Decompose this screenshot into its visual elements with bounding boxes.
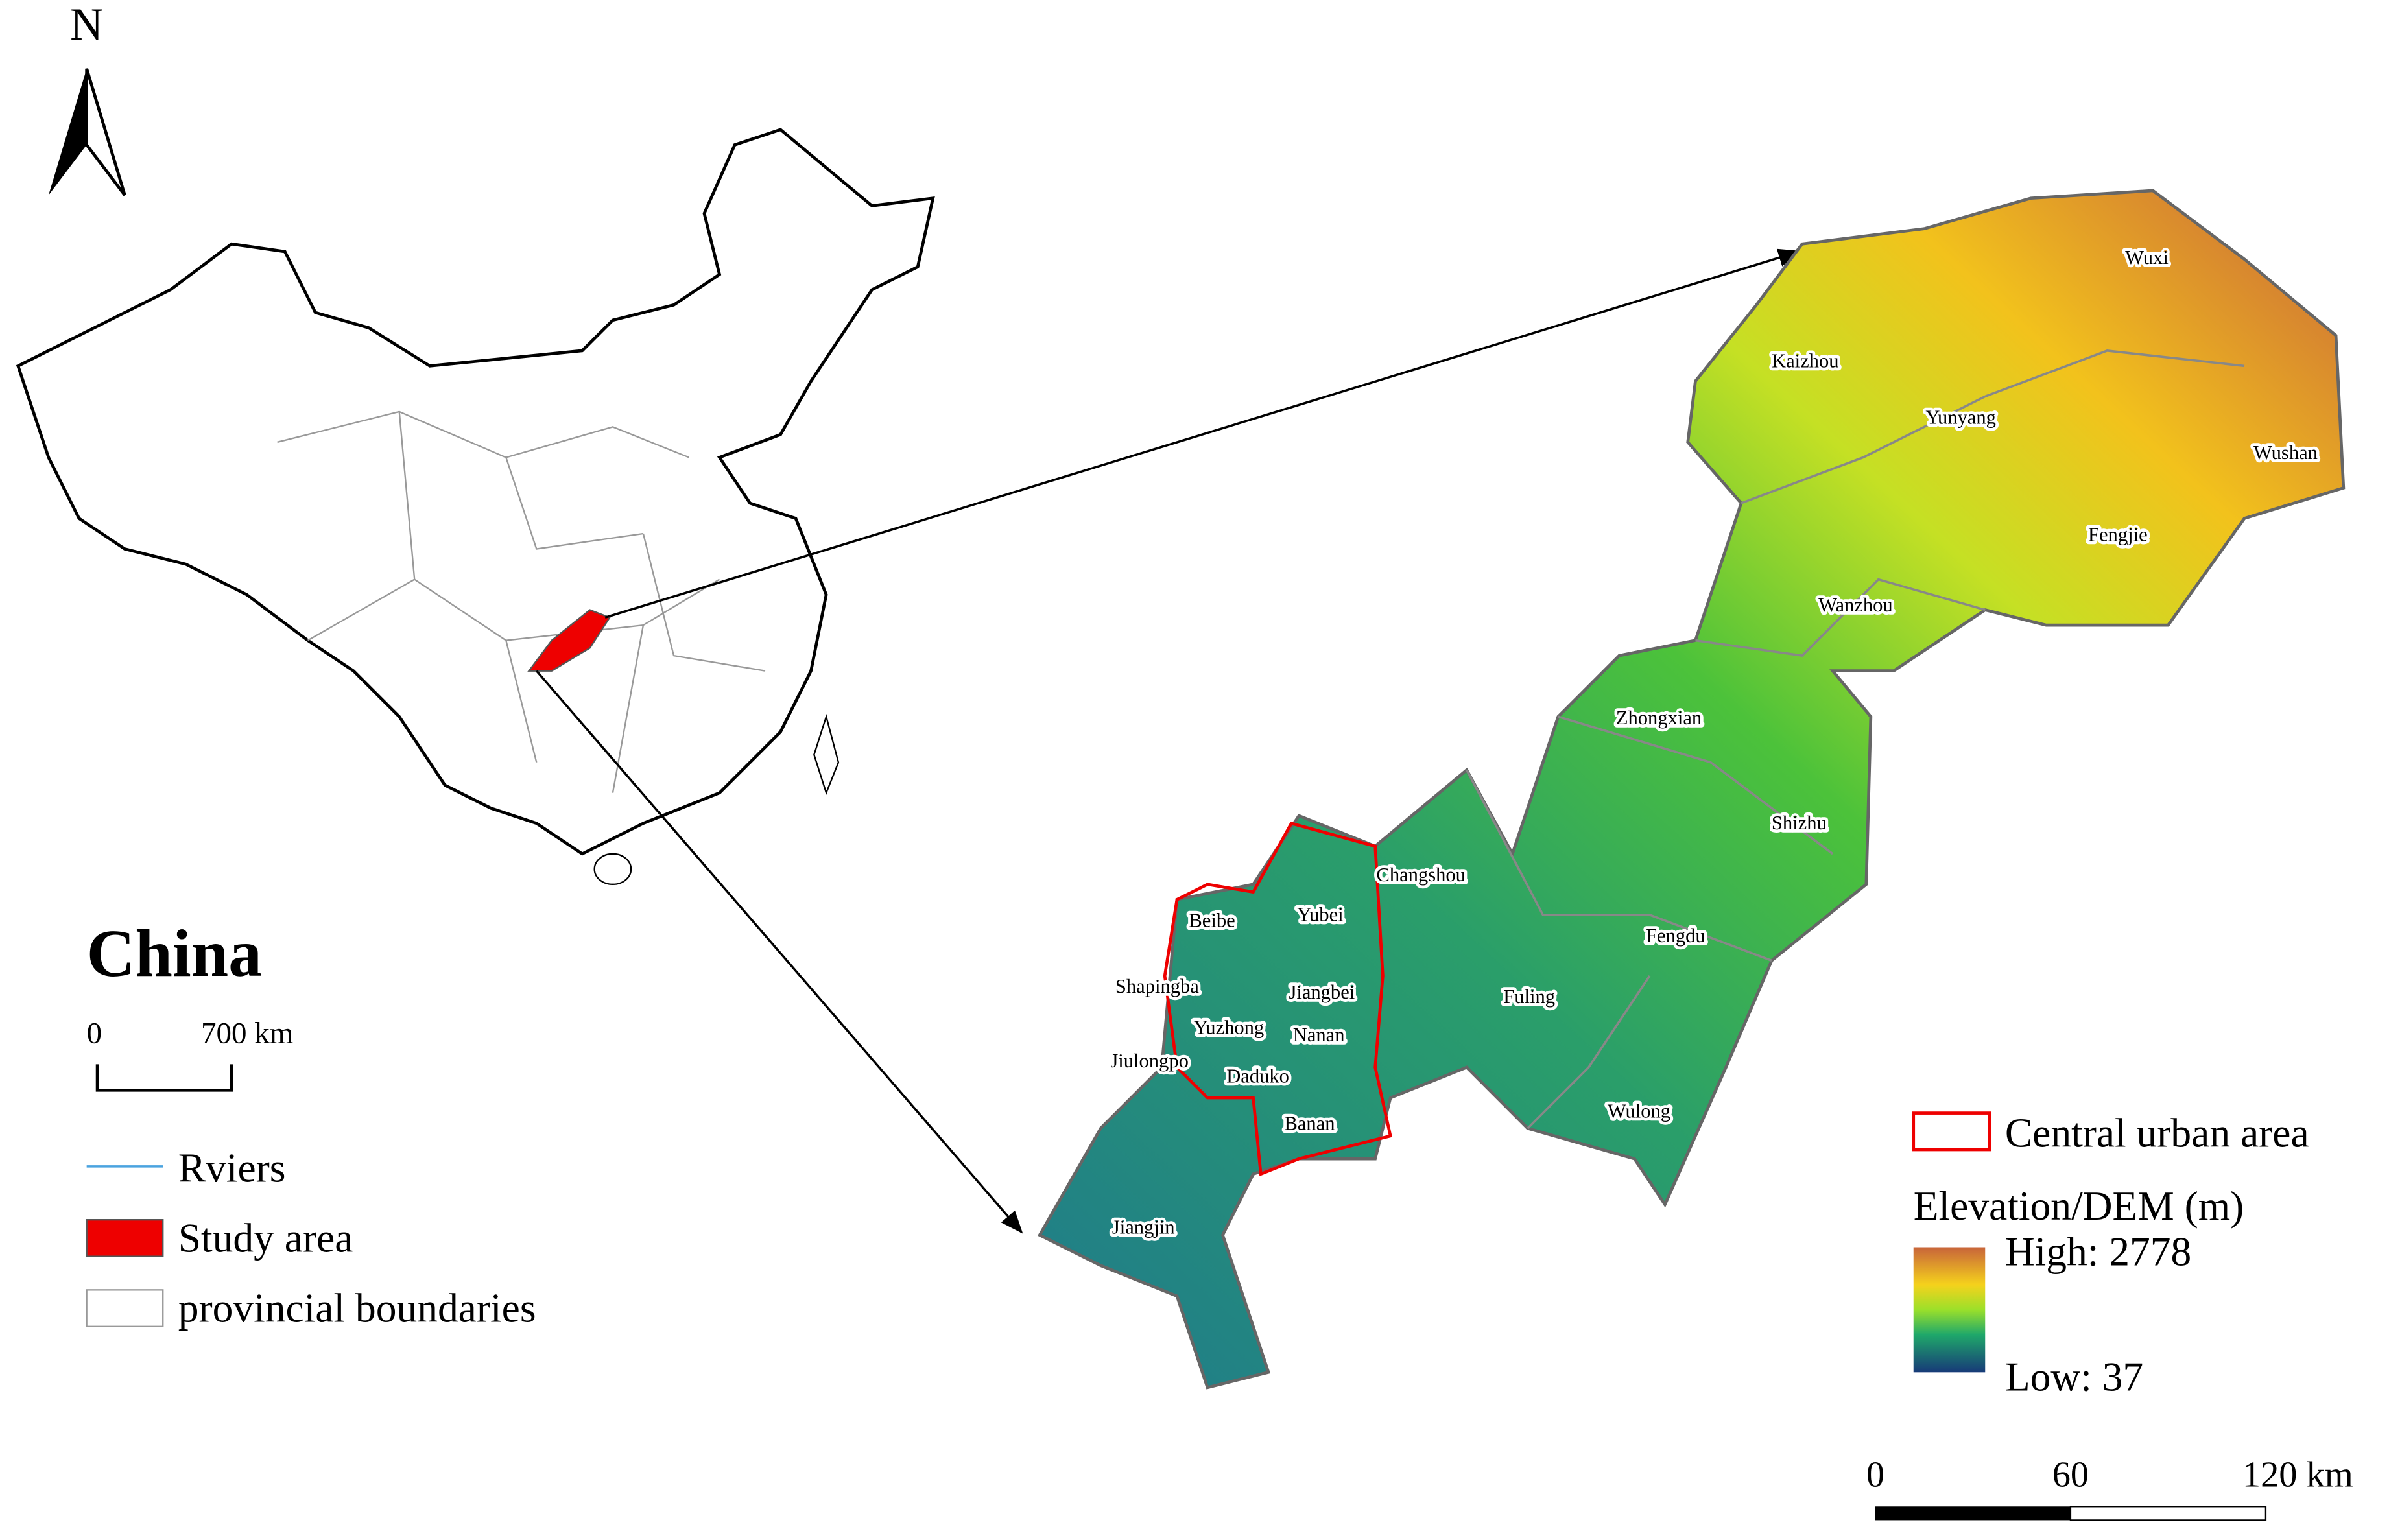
district-label: Jiangbei <box>1289 981 1355 1003</box>
study-area-china <box>527 609 611 672</box>
district-labels: Wuxi Kaizhou Yunyang Wushan Fengjie Wanzhou Zh… <box>1108 243 2321 1241</box>
scale-label: 700 km <box>201 1016 293 1050</box>
hainan <box>593 853 632 886</box>
district-label: Shizhu <box>1772 812 1827 834</box>
district-label: Wuxi <box>2125 246 2169 268</box>
district-label: Fengjie <box>2088 524 2148 546</box>
district-label: Fuling <box>1503 986 1555 1008</box>
north-arrow <box>85 68 126 196</box>
link-arrow <box>604 248 1801 619</box>
scale-label: 0 <box>87 1016 102 1050</box>
district-label: Kaizhou <box>1772 350 1838 372</box>
scale-bar <box>95 1064 233 1092</box>
legend-label: Central urban area <box>2005 1109 2309 1155</box>
scale-bar <box>1875 1506 2071 1521</box>
north-label: N <box>70 0 103 50</box>
legend-label: Study area <box>178 1215 353 1261</box>
central-urban-area <box>1163 822 1392 1176</box>
district-label: Yubei <box>1297 903 1343 925</box>
scale-label: 0 <box>1866 1455 1884 1495</box>
district-label: Wushan <box>2253 442 2318 464</box>
district-label: Daduko <box>1226 1065 1289 1087</box>
district-label: Changshou <box>1376 864 1465 886</box>
district-label: Shapingba <box>1115 975 1199 997</box>
china-title: China <box>87 917 262 991</box>
district-label: Zhongxian <box>1616 707 1702 729</box>
district-label: Banan <box>1285 1112 1335 1134</box>
district-label: Jiulongpo <box>1110 1050 1189 1072</box>
taiwan <box>813 714 840 796</box>
district-label: Wanzhou <box>1818 594 1893 616</box>
district-label: Fengdu <box>1646 925 1706 947</box>
ramp-high: High: 2778 <box>2005 1229 2191 1275</box>
district-label: Nanan <box>1293 1024 1345 1046</box>
district-label: Yunyang <box>1925 407 1996 429</box>
scale-label: 120 km <box>2242 1455 2353 1495</box>
legend-label: Rviers <box>178 1144 286 1191</box>
legend-boundary-swatch <box>86 1289 164 1327</box>
scale-bar <box>2069 1506 2267 1521</box>
north-arrow <box>48 68 87 195</box>
elevation-ramp <box>1913 1247 1986 1373</box>
scale-label: 60 <box>2052 1455 2089 1495</box>
provincial-boundaries <box>277 410 766 793</box>
district-label: Beibe <box>1189 910 1235 932</box>
district-label: Jiangjin <box>1112 1216 1175 1238</box>
legend-study-swatch <box>86 1219 164 1257</box>
legend-label: provincial boundaries <box>178 1285 536 1331</box>
ramp-title: Elevation/DEM (m) <box>1914 1183 2244 1229</box>
link-arrow <box>535 670 1023 1234</box>
urban-swatch <box>1912 1111 1991 1152</box>
ramp-low: Low: 37 <box>2005 1354 2143 1400</box>
district-label: Yuzhong <box>1194 1016 1265 1038</box>
district-label: Wulong <box>1608 1100 1670 1122</box>
china-outline <box>16 128 935 856</box>
district-boundaries <box>1466 349 2245 1130</box>
